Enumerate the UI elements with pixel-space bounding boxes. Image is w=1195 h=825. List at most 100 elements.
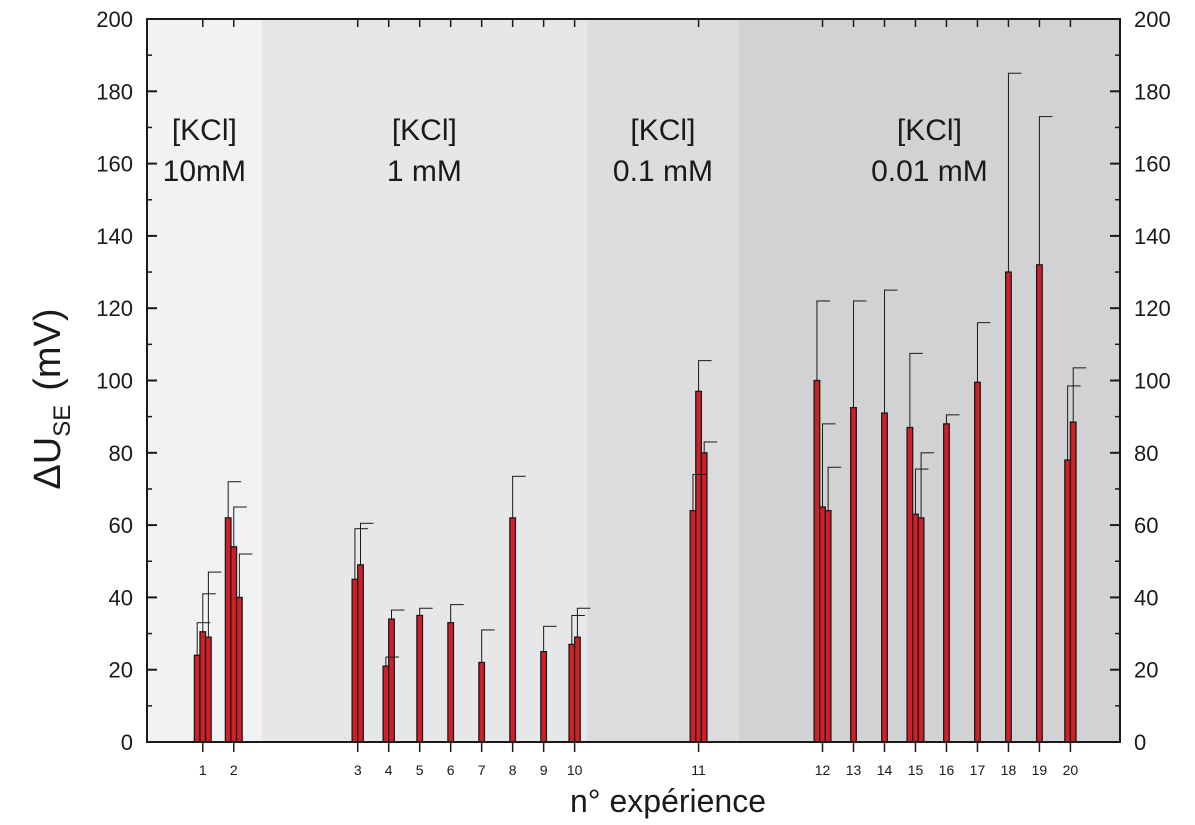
- y-tick-label-left-60: 60: [109, 513, 133, 538]
- x-tick-label-15: 15: [908, 762, 924, 778]
- bar-exp-12-1: [813, 379, 821, 743]
- y-tick-label-right-200: 200: [1134, 7, 1171, 32]
- bar-exp-15-3: [917, 517, 925, 743]
- y-tick-label-right-60: 60: [1134, 513, 1158, 538]
- y-tick-label-right-140: 140: [1134, 224, 1171, 249]
- region-2-label-line2: 1 mM: [387, 155, 462, 188]
- bar-exp-17-1: [974, 381, 981, 743]
- x-tick-label-1: 1: [199, 762, 207, 778]
- y-tick-label-left-40: 40: [109, 585, 133, 610]
- bar-exp-15-2: [912, 513, 919, 743]
- region-1-label-line1: [KCl]: [172, 114, 237, 147]
- bar-exp-11-1: [689, 509, 697, 743]
- x-axis-title: n° expérience: [570, 783, 766, 819]
- x-tick-label-17: 17: [970, 762, 986, 778]
- y-tick-label-left-80: 80: [109, 441, 133, 466]
- region-3-label-line2: 0.1 mM: [613, 155, 713, 188]
- bar-exp-9-1: [540, 650, 548, 743]
- x-axis: 1 2 3 4 5 6 7 8 9 10 11 12 13 14 15 16 17 18 19 20: [199, 19, 1079, 778]
- bar-exp-18-1: [1004, 271, 1012, 743]
- region-1-label-line2: 10mM: [163, 155, 246, 188]
- bar-exp-11-3: [700, 452, 708, 743]
- bar-exp-3-2: [357, 564, 364, 743]
- bar-exp-10-1: [568, 643, 576, 743]
- x-tick-label-16: 16: [939, 762, 955, 778]
- bar-exp-15-1: [906, 426, 914, 743]
- y-tick-label-left-180: 180: [96, 79, 133, 104]
- x-tick-label-11: 11: [691, 762, 706, 778]
- x-tick-label-2: 2: [230, 762, 238, 778]
- x-tick-label-18: 18: [1001, 762, 1017, 778]
- bar-exp-1-1: [193, 654, 201, 743]
- region-2-label-line1: [KCl]: [392, 114, 457, 147]
- x-tick-label-19: 19: [1032, 762, 1048, 778]
- bar-exp-5-1: [416, 614, 424, 743]
- region-3-label-line1: [KCl]: [630, 114, 695, 147]
- bar-exp-16-1: [943, 423, 950, 743]
- x-tick-label-6: 6: [447, 762, 455, 778]
- y-tick-label-left-140: 140: [96, 224, 133, 249]
- bar-exp-4-1: [382, 665, 390, 743]
- error-bars: [196, 72, 1087, 667]
- y-tick-label-right-80: 80: [1134, 441, 1158, 466]
- svg-text:ΔUSE(mV): ΔUSE (mV): [27, 308, 76, 489]
- y-tick-label-right-0: 0: [1134, 730, 1146, 755]
- region-2-background: [261, 19, 588, 742]
- y-tick-label-left-200: 200: [96, 7, 133, 32]
- bar-exp-2-1: [224, 517, 232, 743]
- x-tick-label-13: 13: [846, 762, 862, 778]
- x-tick-label-3: 3: [354, 762, 362, 778]
- y-tick-label-left-120: 120: [96, 296, 133, 321]
- region-4-label-line2: 0.01 mM: [871, 155, 988, 188]
- x-tick-label-10: 10: [567, 762, 583, 778]
- y-axis-title-subscript: SE: [49, 405, 76, 437]
- bar-exp-11-2: [695, 390, 703, 743]
- y-tick-label-right-20: 20: [1134, 658, 1158, 683]
- bar-exp-4-2: [388, 618, 395, 743]
- bar-exp-20-1: [1064, 459, 1072, 743]
- bar-exp-1-3: [204, 636, 212, 743]
- y-tick-label-right-180: 180: [1134, 79, 1171, 104]
- y-tick-label-right-120: 120: [1134, 296, 1171, 321]
- region-4-label-line1: [KCl]: [897, 114, 962, 147]
- y-tick-label-left-20: 20: [109, 658, 133, 683]
- bar-exp-10-2: [573, 636, 581, 743]
- bar-exp-3-1: [351, 578, 359, 743]
- y-tick-label-right-100: 100: [1134, 369, 1171, 394]
- bars: [193, 264, 1077, 743]
- x-tick-label-8: 8: [509, 762, 517, 778]
- y-axis-left: 0 20 40 60 80 100 120 140 160 180 200: [96, 7, 157, 755]
- bar-exp-2-3: [235, 596, 243, 743]
- bar-exp-14-1: [881, 412, 888, 743]
- y-axis-title-main: ΔU: [27, 437, 69, 490]
- bar-exp-6-1: [447, 622, 455, 743]
- x-tick-label-5: 5: [416, 762, 424, 778]
- y-tick-label-left-160: 160: [96, 152, 133, 177]
- y-tick-label-left-100: 100: [96, 369, 133, 394]
- concentration-regions: [147, 19, 1120, 742]
- x-tick-label-9: 9: [540, 762, 548, 778]
- bar-exp-12-2: [819, 506, 826, 743]
- x-tick-label-14: 14: [877, 762, 893, 778]
- bar-exp-7-1: [478, 661, 486, 743]
- y-tick-label-right-160: 160: [1134, 152, 1171, 177]
- x-tick-label-4: 4: [385, 762, 393, 778]
- bar-exp-12-3: [824, 509, 832, 743]
- bar-exp-2-2: [230, 546, 238, 743]
- bar-exp-19-1: [1035, 264, 1043, 743]
- y-axis-right: 0 20 40 60 80 100 120 140 160 180 200: [1110, 7, 1171, 755]
- y-tick-label-left-0: 0: [121, 730, 133, 755]
- bar-exp-13-1: [850, 406, 857, 743]
- y-axis-title-unit: (mV): [27, 308, 69, 390]
- y-axis-title: ΔUSE (mV): [27, 308, 76, 489]
- region-4-background: [738, 19, 1120, 742]
- x-tick-label-20: 20: [1063, 762, 1079, 778]
- bar-exp-1-2: [199, 631, 207, 743]
- x-tick-label-12: 12: [815, 762, 831, 778]
- x-tick-label-7: 7: [478, 762, 486, 778]
- region-3-background: [587, 19, 739, 742]
- bar-exp-20-2: [1069, 421, 1077, 743]
- bar-exp-8-1: [509, 517, 517, 743]
- region-labels: [KCl] 10mM [KCl] 1 mM [KCl] 0.1 mM [KCl] 0.01 m…: [163, 114, 988, 188]
